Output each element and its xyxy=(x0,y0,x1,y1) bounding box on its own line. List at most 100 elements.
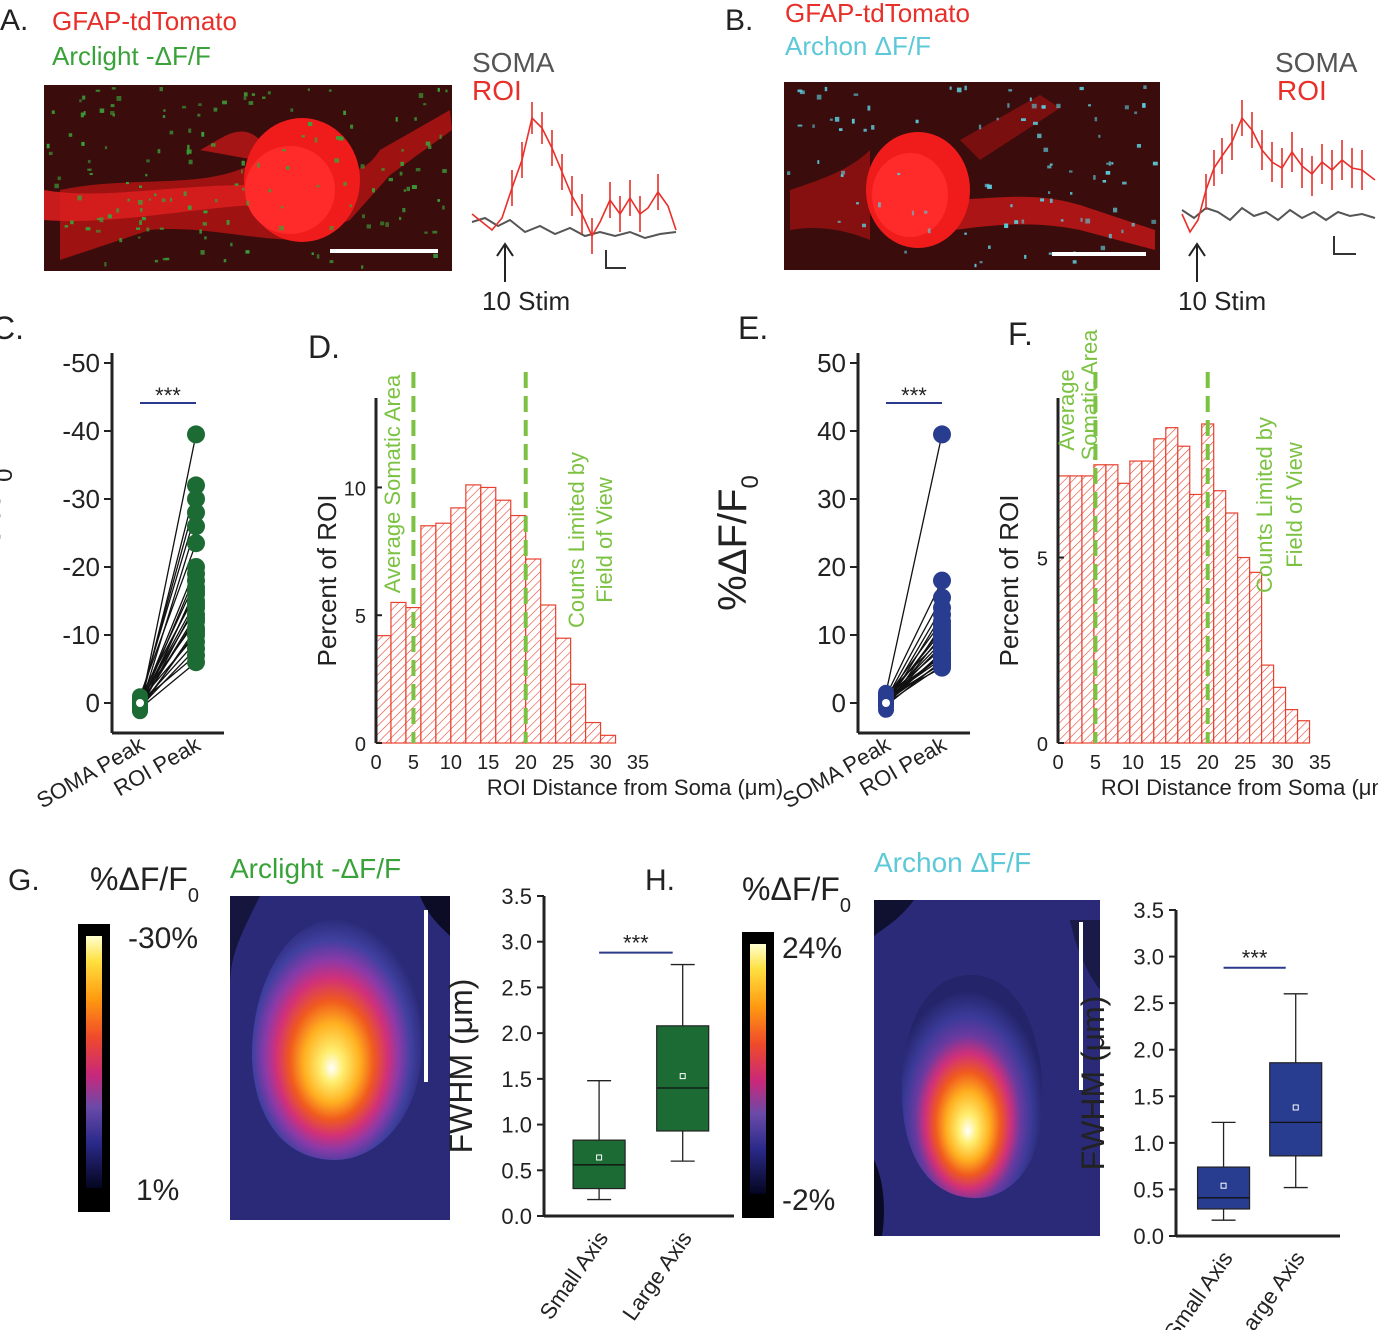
histogram-bar xyxy=(1057,475,1071,744)
y-axis-label-sub: 0 xyxy=(737,475,764,488)
green-dot xyxy=(388,177,393,182)
y-axis-label-main: %ΔF/F xyxy=(711,489,755,611)
green-dot xyxy=(280,206,285,209)
green-dot xyxy=(183,191,187,196)
panel-b-letter: B. xyxy=(725,4,753,37)
green-dot xyxy=(104,146,108,150)
y-axis-label-main: %-ΔF/F xyxy=(0,482,9,618)
pair-line xyxy=(885,580,943,697)
green-dot xyxy=(163,109,166,112)
green-dot xyxy=(360,164,365,169)
cyan-dot xyxy=(949,86,952,90)
green-dot xyxy=(46,143,50,149)
green-dot xyxy=(85,227,91,231)
panel-a-letter: A. xyxy=(0,4,28,37)
panel-a-stim-arrow xyxy=(496,242,514,282)
green-dot xyxy=(203,210,208,214)
green-dot xyxy=(139,185,142,188)
cyan-dot xyxy=(964,232,967,235)
green-dot xyxy=(336,136,341,140)
green-dot xyxy=(399,216,402,220)
y-tick-label: 3.0 xyxy=(1133,945,1164,970)
cyan-dot xyxy=(1043,147,1049,152)
cyan-dot xyxy=(979,261,983,264)
panel-letter: F. xyxy=(1008,316,1033,352)
cyan-dot xyxy=(816,94,822,100)
cyan-dot xyxy=(1007,103,1010,108)
green-dot xyxy=(89,173,93,175)
y-tick-label: 0.0 xyxy=(1133,1224,1164,1249)
histogram-bar xyxy=(1177,445,1191,744)
green-dot xyxy=(187,144,190,150)
mean-marker xyxy=(1220,1182,1227,1189)
panel-g-heatmap xyxy=(230,896,450,1220)
y-tick-label: -40 xyxy=(62,416,100,446)
green-dot xyxy=(361,265,364,269)
significance-label: *** xyxy=(623,931,649,956)
cyan-dot xyxy=(837,220,841,223)
green-dot xyxy=(87,159,91,164)
pair-line xyxy=(885,658,943,699)
green-dot xyxy=(83,111,86,116)
histogram-bar xyxy=(510,514,527,744)
histogram-bar xyxy=(1237,556,1251,744)
green-dot xyxy=(137,236,141,239)
y-axis-label-sub: 0 xyxy=(0,469,18,482)
x-tick-label: 35 xyxy=(1309,752,1331,774)
green-dot xyxy=(199,229,202,234)
roi-point xyxy=(933,425,951,444)
panel-a-title-2: Arclight -ΔF/F xyxy=(52,41,211,71)
green-dot xyxy=(246,200,249,206)
roi-point xyxy=(187,490,205,508)
panel-g-letter: G. xyxy=(8,864,40,897)
panel-a-roi-label: ROI xyxy=(472,75,522,106)
cyan-dot xyxy=(1124,105,1129,110)
cyan-dot xyxy=(1093,175,1096,180)
pair-line xyxy=(139,434,197,710)
x-tick-label: 20 xyxy=(515,752,537,774)
cyan-dot xyxy=(1122,181,1127,185)
green-dot xyxy=(95,89,101,92)
histogram-bar xyxy=(555,637,572,744)
green-dot xyxy=(401,149,404,152)
green-dot xyxy=(104,262,107,267)
cyan-dot xyxy=(851,118,855,124)
y-tick-label: 5 xyxy=(355,606,366,628)
histogram-bar xyxy=(480,486,497,744)
green-dot xyxy=(380,221,385,226)
green-dot xyxy=(414,117,417,121)
y-tick-label: 0 xyxy=(86,688,100,718)
x-tick-label: 30 xyxy=(589,752,611,774)
y-axis-label: FWHM (μm) xyxy=(1075,996,1111,1171)
panel-h-colorbar xyxy=(742,932,774,1218)
y-tick-label: 3.0 xyxy=(501,930,532,955)
y-tick-label: 20 xyxy=(817,552,846,582)
cyan-dot xyxy=(1131,222,1135,227)
y-tick-label: 40 xyxy=(817,416,846,446)
annotation-text: Average Somatic Area xyxy=(380,374,405,593)
green-dot xyxy=(366,224,371,229)
green-dot xyxy=(241,160,245,166)
panel-a-micrograph xyxy=(44,85,452,271)
cyan-dot xyxy=(1069,170,1073,173)
box-plot-g: 0.0 0.5 1.0 1.5 2.0 2.5 3.0 3.5 FWHM (μm) Small A… xyxy=(443,884,734,1325)
roi-point xyxy=(187,653,205,672)
y-tick-label: 0 xyxy=(832,688,846,718)
cyan-dot xyxy=(1048,252,1053,255)
cyan-dot xyxy=(1098,134,1101,138)
green-dot xyxy=(169,130,174,135)
cyan-dot xyxy=(1037,133,1042,139)
green-dot xyxy=(79,99,82,103)
panel-b-title-2: Archon ΔF/F xyxy=(785,31,931,61)
green-dot xyxy=(432,230,438,234)
pair-line xyxy=(139,542,197,697)
panel-b-soma-trace xyxy=(1181,206,1376,222)
panel-g-colorbar xyxy=(78,924,110,1212)
y-tick-label: 50 xyxy=(817,348,846,378)
green-dot xyxy=(169,197,173,202)
green-dot xyxy=(186,149,192,154)
cyan-dot xyxy=(867,105,871,111)
green-dot xyxy=(226,220,230,225)
pair-line xyxy=(139,648,197,708)
